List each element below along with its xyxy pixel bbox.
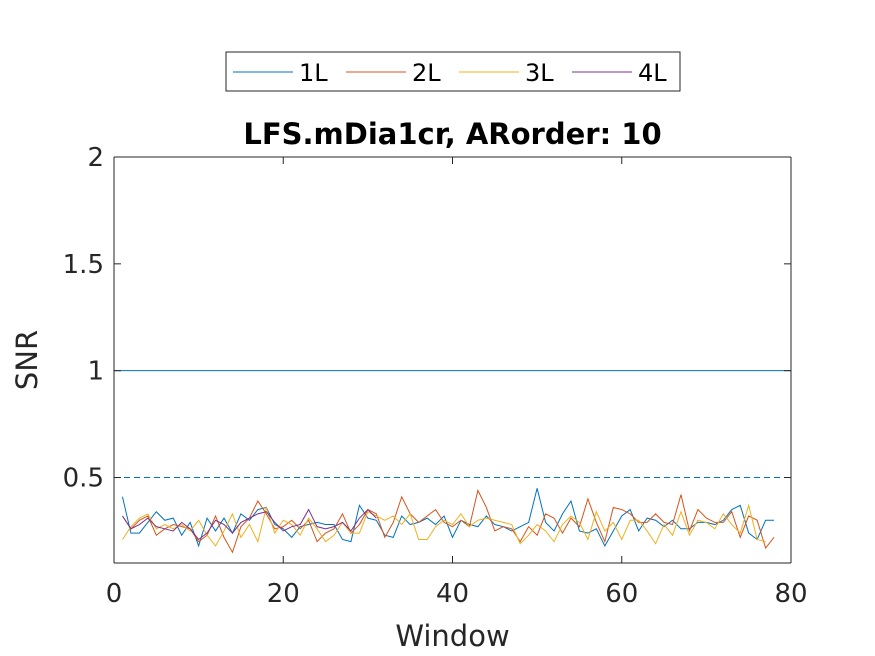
legend-label-1l: 1L bbox=[299, 59, 328, 87]
series-layer bbox=[121, 488, 775, 554]
series-line-3l bbox=[122, 503, 766, 547]
legend-label-2l: 2L bbox=[412, 59, 441, 87]
plot-area bbox=[114, 157, 791, 563]
x-axis-label: Window bbox=[395, 619, 509, 653]
axes bbox=[113, 156, 792, 564]
y-tick-label: 0.5 bbox=[63, 464, 104, 494]
x-tick-label: 80 bbox=[774, 579, 807, 609]
legend: 1L 2L 3L 4L bbox=[225, 51, 681, 92]
series-line-4l bbox=[122, 508, 377, 541]
series-line-2l bbox=[122, 488, 775, 554]
x-tick-label: 60 bbox=[605, 579, 638, 609]
x-tick-label: 0 bbox=[106, 579, 123, 609]
y-tick-label: 1 bbox=[87, 357, 104, 387]
y-tick-label: 1.5 bbox=[63, 250, 104, 280]
x-tick-label: 40 bbox=[436, 579, 469, 609]
plot-background bbox=[114, 157, 791, 563]
x-tick-label: 20 bbox=[267, 579, 300, 609]
chart-title: LFS.mDia1cr, ARorder: 10 bbox=[243, 117, 661, 151]
tick-labels: 0 20 40 60 80 0.5 1 1.5 2 bbox=[63, 143, 808, 609]
y-tick-label: 2 bbox=[87, 143, 104, 173]
legend-label-4l: 4L bbox=[638, 59, 667, 87]
y-axis-label: SNR bbox=[10, 330, 44, 390]
legend-label-3l: 3L bbox=[525, 59, 554, 87]
